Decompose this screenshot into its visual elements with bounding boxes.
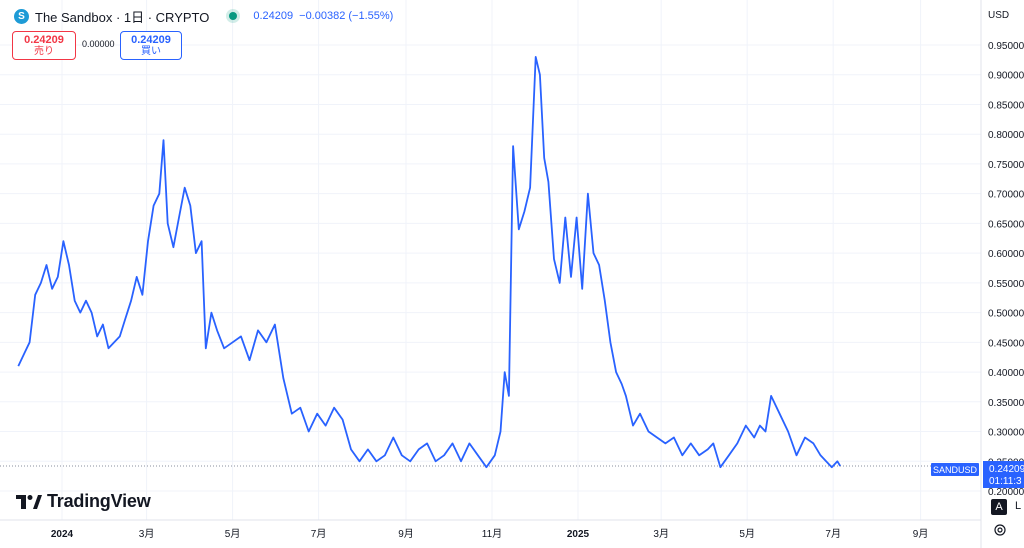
header-change: −0.00382 (−1.55%) [299, 10, 394, 22]
sell-label: 売り [34, 46, 54, 57]
auto-scale-button[interactable]: A [991, 499, 1007, 515]
time-tick-label: 9月 [398, 528, 414, 540]
price-line-series[interactable] [17, 56, 841, 469]
price-tick-label: 0.65000 [988, 219, 1024, 230]
tradingview-wordmark: TradingView [47, 491, 151, 511]
log-scale-button[interactable]: L [1015, 500, 1022, 512]
price-tick-label: 0.55000 [988, 279, 1024, 290]
buy-price: 0.24209 [131, 34, 171, 46]
tradingview-logo[interactable]: TradingView [16, 491, 151, 512]
price-tick-label: 0.30000 [988, 428, 1024, 439]
currency-selector[interactable]: USD [988, 10, 1010, 21]
buy-label: 買い [141, 46, 161, 57]
chart-grid [0, 0, 981, 520]
price-tick-label: 0.50000 [988, 309, 1024, 320]
symbol-title[interactable]: The Sandbox · 1日 · CRYPTO [35, 9, 210, 25]
buy-button[interactable]: 0.24209 買い [120, 31, 182, 60]
sell-price: 0.24209 [24, 34, 64, 46]
price-tick-label: 0.80000 [988, 130, 1024, 141]
chart-settings-button[interactable] [989, 520, 1011, 540]
time-tick-label: 5月 [739, 528, 755, 540]
tradingview-logo-icon [16, 494, 42, 509]
price-tick-label: 0.20000 [988, 487, 1024, 498]
market-open-dot-icon [229, 12, 238, 20]
time-tick-label: 11月 [482, 528, 502, 540]
price-tick-label: 0.40000 [988, 368, 1024, 379]
price-tick-label: 0.85000 [988, 100, 1024, 111]
time-tick-label: 3月 [139, 528, 155, 540]
time-tick-label: 9月 [913, 528, 929, 540]
sell-button[interactable]: 0.24209 売り [12, 31, 76, 60]
time-tick-label: 7月 [311, 528, 327, 540]
chart-header: S The Sandbox · 1日 · CRYPTO 0.24209 −0.0… [14, 6, 393, 26]
gear-icon [994, 524, 1006, 536]
spread-value: 0.00000 [82, 39, 115, 49]
time-tick-label: 5月 [225, 528, 241, 540]
time-tick-label: 3月 [653, 528, 669, 540]
time-tick-label: 2025 [567, 529, 590, 540]
time-tick-label: 2024 [51, 529, 74, 540]
price-tick-label: 0.90000 [988, 71, 1024, 82]
price-tick-label: 0.70000 [988, 190, 1024, 201]
last-price-marker: 0.24209 01:11:3 [983, 461, 1024, 488]
header-price: 0.24209 [253, 10, 294, 22]
time-tick-label: 7月 [825, 528, 841, 540]
price-axis[interactable]: 0.95000 0.90000 0.85000 0.80000 0.75000 0.700… [988, 41, 1024, 498]
price-tick-label: 0.60000 [988, 249, 1024, 260]
symbol-marker-text: SANDUSD [933, 465, 978, 475]
price-tick-label: 0.35000 [988, 398, 1024, 409]
time-axis[interactable]: 2024 3月 5月 7月 9月 11月 2025 3月 5月 7月 9月 [51, 528, 928, 540]
last-price-marker-countdown: 01:11:3 [989, 476, 1022, 487]
symbol-marker: SANDUSD [931, 463, 979, 476]
last-price-marker-value: 0.24209 [989, 464, 1024, 475]
price-tick-label: 0.75000 [988, 160, 1024, 171]
sandbox-logo-icon: S [14, 8, 29, 24]
price-tick-label: 0.45000 [988, 338, 1024, 349]
price-tick-label: 0.95000 [988, 41, 1024, 52]
